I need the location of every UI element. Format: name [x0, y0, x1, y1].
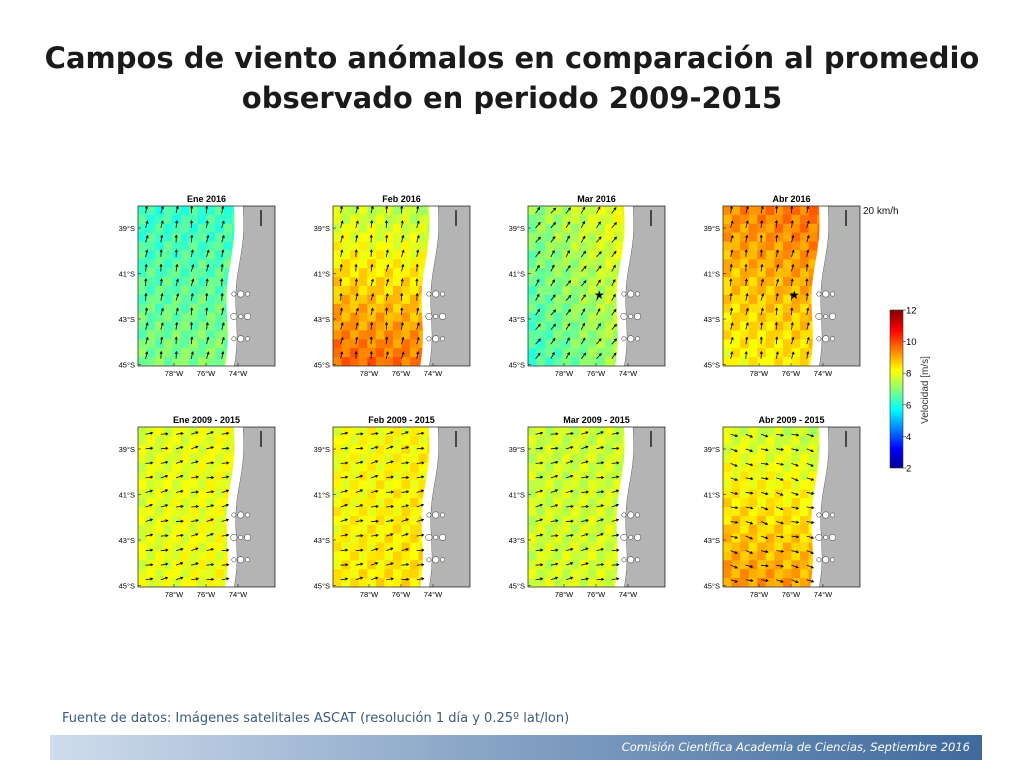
- lon-tick-label: 74°W: [424, 590, 443, 599]
- lat-tick-label: 45°S: [119, 582, 135, 591]
- colorbar-gradient: [889, 309, 904, 469]
- lat-tick-label: 43°S: [704, 315, 720, 324]
- lat-tick-label: 45°S: [509, 582, 525, 591]
- footer-bar: Comisión Científica Academia de Ciencias…: [50, 735, 982, 760]
- lat-tick-label: 41°S: [509, 270, 525, 279]
- lon-tick-label: 76°W: [392, 590, 411, 599]
- location-star-icon: ★: [789, 288, 800, 302]
- lat-tick-label: 41°S: [314, 270, 330, 279]
- colorbar-tick-label: 6: [906, 400, 911, 411]
- panel-title: Feb 2009 - 2015: [368, 415, 435, 425]
- lat-tick-label: 39°S: [509, 445, 525, 454]
- lat-tick-label: 39°S: [314, 445, 330, 454]
- lon-tick-label: 76°W: [782, 590, 801, 599]
- lat-tick-label: 39°S: [314, 224, 330, 233]
- lon-tick-label: 74°W: [229, 590, 248, 599]
- lon-tick-label: 74°W: [424, 369, 443, 378]
- map-frame: [137, 205, 276, 367]
- map-frame: [722, 205, 861, 367]
- location-star-icon: ★: [594, 288, 605, 302]
- colorbar-tick-label: 10: [906, 337, 917, 348]
- lat-tick-label: 43°S: [509, 315, 525, 324]
- title-line-2: observado en periodo 2009-2015: [241, 81, 783, 115]
- panel-title: Abr 2016: [772, 194, 810, 204]
- colorbar-tick-label: 4: [906, 432, 911, 443]
- colorbar-tick-label: 2: [906, 464, 911, 475]
- panel-title: Feb 2016: [382, 194, 421, 204]
- lat-tick-label: 41°S: [314, 491, 330, 500]
- lon-tick-label: 74°W: [814, 590, 833, 599]
- map-panel: ★ Abr 2016 39°S 41°S 43°S 45°S 78°W 76°W 74°W: [704, 194, 861, 378]
- lon-tick-label: 76°W: [197, 369, 216, 378]
- lon-tick-label: 78°W: [165, 369, 184, 378]
- lon-tick-label: 74°W: [229, 369, 248, 378]
- map-panel: ★ Mar 2016 39°S 41°S 43°S 45°S 78°W 76°W 74°W: [509, 194, 666, 378]
- lon-tick-label: 74°W: [619, 590, 638, 599]
- lat-tick-label: 45°S: [704, 582, 720, 591]
- lat-tick-label: 45°S: [509, 361, 525, 370]
- lon-tick-label: 74°W: [619, 369, 638, 378]
- lon-tick-label: 74°W: [814, 369, 833, 378]
- lon-tick-label: 78°W: [360, 590, 379, 599]
- lat-tick-label: 39°S: [119, 224, 135, 233]
- map-frame: [332, 426, 471, 588]
- lon-tick-label: 78°W: [555, 590, 574, 599]
- lat-tick-label: 45°S: [119, 361, 135, 370]
- lat-tick-label: 43°S: [314, 536, 330, 545]
- lon-tick-label: 78°W: [750, 369, 769, 378]
- lat-tick-label: 41°S: [704, 491, 720, 500]
- lon-tick-label: 76°W: [782, 369, 801, 378]
- lat-tick-label: 41°S: [704, 270, 720, 279]
- lat-tick-label: 43°S: [704, 536, 720, 545]
- lat-tick-label: 39°S: [119, 445, 135, 454]
- lat-tick-label: 43°S: [509, 536, 525, 545]
- panel-title: Ene 2016: [187, 194, 226, 204]
- data-source-note: Fuente de datos: Imágenes satelitales AS…: [62, 711, 570, 726]
- lat-tick-label: 41°S: [119, 270, 135, 279]
- lon-tick-label: 78°W: [555, 369, 574, 378]
- map-frame: [527, 205, 666, 367]
- colorbar: 2 4 6 8 10 12 Velocidad [m/s]: [889, 306, 931, 475]
- title-line-1: Campos de viento anómalos en comparación…: [44, 41, 980, 75]
- map-panel: Ene 2016 39°S 41°S 43°S 45°S 78°W 76°W 74°W: [119, 194, 276, 378]
- lat-tick-label: 45°S: [314, 582, 330, 591]
- colorbar-tick-label: 12: [906, 306, 917, 317]
- panel-title: Ene 2009 - 2015: [173, 415, 240, 425]
- colorbar-tick-label: 8: [906, 369, 911, 380]
- map-panel: Feb 2016 39°S 41°S 43°S 45°S 78°W 76°W 74°W: [314, 194, 471, 378]
- lon-tick-label: 76°W: [392, 369, 411, 378]
- lat-tick-label: 43°S: [314, 315, 330, 324]
- lat-tick-label: 43°S: [119, 315, 135, 324]
- lon-tick-label: 78°W: [750, 590, 769, 599]
- slide-title: Campos de viento anómalos en comparación…: [40, 38, 984, 118]
- map-panel: Mar 2009 - 2015 39°S 41°S 43°S 45°S 78°W 76°W 7…: [509, 415, 666, 599]
- wind-scale-label: 20 km/h: [863, 206, 899, 217]
- lat-tick-label: 41°S: [509, 491, 525, 500]
- map-frame: [137, 426, 276, 588]
- map-panel: Ene 2009 - 2015 39°S 41°S 43°S 45°S 78°W 76°W 7…: [119, 415, 276, 599]
- lat-tick-label: 43°S: [119, 536, 135, 545]
- lon-tick-label: 76°W: [197, 590, 216, 599]
- lon-tick-label: 78°W: [165, 590, 184, 599]
- lat-tick-label: 39°S: [509, 224, 525, 233]
- map-panel: Abr 2009 - 2015 39°S 41°S 43°S 45°S 78°W 76°W 7…: [704, 415, 861, 599]
- map-frame: [332, 205, 471, 367]
- lat-tick-label: 45°S: [704, 361, 720, 370]
- colorbar-label: Velocidad [m/s]: [920, 356, 931, 424]
- lat-tick-label: 39°S: [704, 445, 720, 454]
- lon-tick-label: 76°W: [587, 590, 606, 599]
- lat-tick-label: 41°S: [119, 491, 135, 500]
- lon-tick-label: 78°W: [360, 369, 379, 378]
- map-panel: Feb 2009 - 2015 39°S 41°S 43°S 45°S 78°W 76°W 7…: [314, 415, 471, 599]
- panel-title: Abr 2009 - 2015: [758, 415, 824, 425]
- panel-title: Mar 2016: [577, 194, 616, 204]
- lon-tick-label: 76°W: [587, 369, 606, 378]
- panel-title: Mar 2009 - 2015: [563, 415, 630, 425]
- footer-text: Comisión Científica Academia de Ciencias…: [621, 740, 970, 754]
- lat-tick-label: 39°S: [704, 224, 720, 233]
- map-frame: [527, 426, 666, 588]
- map-frame: [722, 426, 861, 588]
- lat-tick-label: 45°S: [314, 361, 330, 370]
